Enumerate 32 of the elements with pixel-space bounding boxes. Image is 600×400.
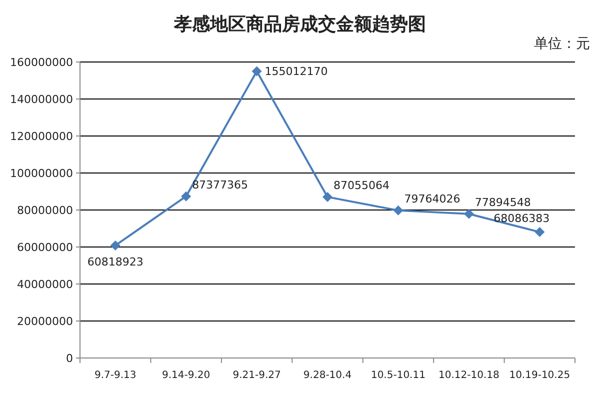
- y-tick-label: 160000000: [10, 56, 73, 69]
- point: [393, 205, 404, 216]
- text: 单位：元: [534, 36, 590, 52]
- x-tick-label: 10.12-10.18: [438, 370, 500, 381]
- x-tick-label: 9.21-9.27: [232, 370, 281, 381]
- point: [464, 208, 474, 219]
- x-tick-label: 10.5-10.11: [370, 370, 426, 381]
- x-tick-label: 10.19-10.25: [509, 370, 570, 381]
- point: [534, 227, 545, 238]
- point: [252, 66, 262, 76]
- point: [110, 240, 120, 250]
- x-tick-label: 9.14-9.20: [162, 370, 210, 381]
- y-tick-label: 140000000: [10, 93, 73, 106]
- y-tick-label: 20000000: [17, 315, 73, 328]
- y-tick-label: 80000000: [17, 204, 73, 217]
- data-label: 60818923: [87, 255, 144, 268]
- data-label: 87377365: [192, 178, 248, 192]
- point: [181, 191, 192, 202]
- y-tick-label: 120000000: [10, 130, 73, 143]
- data-label: 87055064: [334, 178, 390, 192]
- point: [322, 192, 332, 202]
- y-tick-label: 100000000: [10, 167, 73, 180]
- data-label: 155012170: [264, 65, 328, 78]
- chart-title: 孝感地区商品房成交金额趋势图: [173, 14, 426, 35]
- y-tick-label: 40000000: [17, 278, 73, 291]
- data-label: 79764026: [404, 192, 460, 206]
- x-tick-label: 9.7-9.13: [94, 370, 136, 381]
- y-tick-label: 60000000: [17, 241, 73, 254]
- data-label: 77894548: [474, 196, 531, 209]
- y-tick-label: 0: [66, 352, 73, 365]
- x-tick-label: 9.28-10.4: [303, 370, 352, 381]
- data-label: 68086383: [494, 212, 550, 226]
